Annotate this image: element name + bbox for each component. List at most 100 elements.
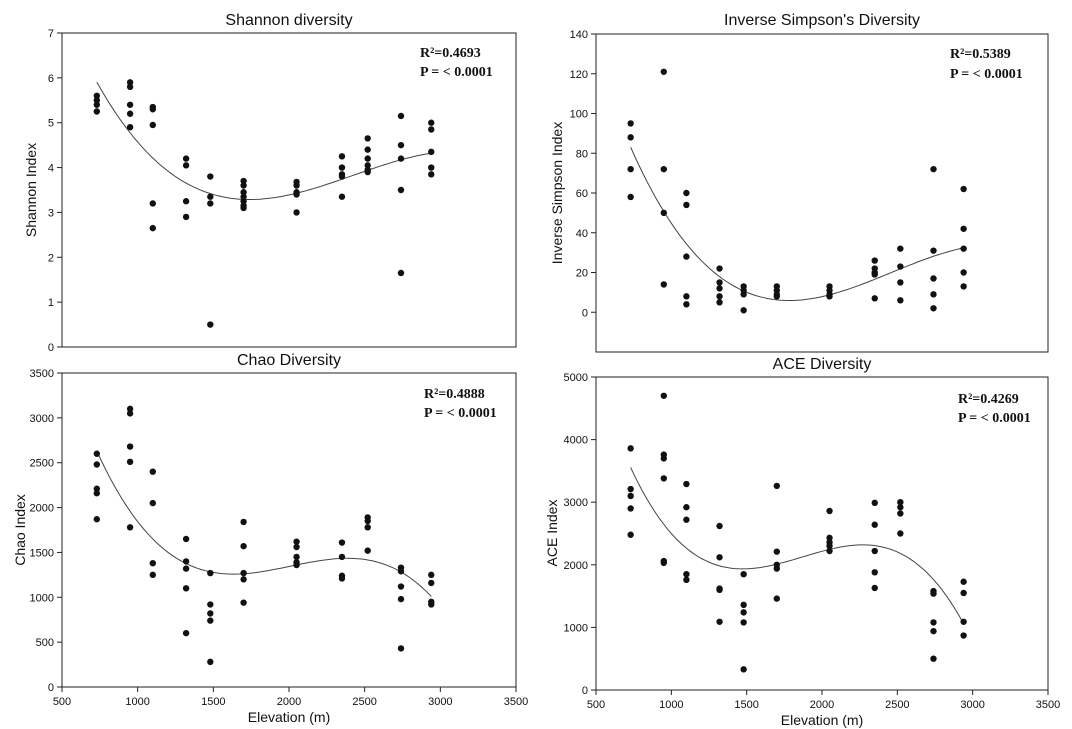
data-point: [660, 281, 667, 288]
panel-inverse-simpson: Inverse Simpson's Diversity Inverse Simp…: [549, 12, 1049, 353]
data-point: [773, 595, 780, 602]
p-value-label: P = < 0.0001: [424, 406, 497, 421]
data-point: [240, 576, 247, 583]
data-point: [897, 245, 904, 252]
data-point: [240, 518, 247, 526]
y-tick-label: 140: [570, 29, 588, 41]
data-point: [897, 499, 904, 506]
x-tick-label: 1000: [125, 696, 149, 708]
data-point: [871, 569, 878, 576]
data-point: [871, 521, 878, 528]
data-point: [207, 173, 214, 180]
data-point: [683, 516, 690, 523]
y-tick-label: 1: [48, 297, 54, 309]
data-point: [627, 120, 634, 127]
data-point: [716, 586, 723, 594]
data-point: [126, 410, 134, 417]
data-point: [397, 645, 405, 652]
data-point: [93, 97, 101, 104]
data-point: [93, 101, 101, 108]
p-value-label: P = < 0.0001: [420, 65, 493, 80]
data-point: [397, 141, 405, 149]
data-point: [93, 516, 101, 523]
y-tick-label: 4: [48, 163, 54, 175]
data-point: [126, 101, 134, 108]
data-point: [207, 321, 214, 328]
data-point: [930, 655, 937, 662]
y-tick-label: 3: [48, 207, 54, 219]
data-point: [240, 193, 247, 200]
y-tick-label: 0: [582, 685, 588, 697]
data-point: [207, 569, 214, 577]
data-point: [364, 135, 371, 142]
data-point: [683, 201, 690, 209]
data-point: [93, 485, 101, 492]
data-point: [428, 579, 435, 587]
data-point: [207, 601, 214, 608]
data-point: [683, 253, 690, 260]
y-tick-label: 3500: [30, 368, 54, 380]
y-tick-label: 1000: [564, 622, 588, 634]
data-point: [740, 291, 747, 298]
data-point: [126, 443, 134, 450]
data-point: [240, 189, 247, 196]
data-point: [293, 538, 300, 545]
data-point: [660, 392, 667, 399]
x-tick-label: 2500: [352, 696, 376, 708]
data-point: [338, 153, 346, 160]
data-point: [428, 126, 435, 133]
data-point: [182, 535, 190, 543]
y-tick-label: 60: [576, 188, 588, 200]
data-point: [126, 79, 134, 86]
data-point: [716, 293, 723, 300]
y-tick-label: 3000: [564, 497, 588, 509]
data-point: [338, 164, 346, 171]
data-point: [397, 568, 405, 575]
x-tick-label: 3500: [1036, 699, 1060, 711]
data-point: [364, 524, 371, 531]
data-point: [149, 200, 156, 207]
data-point: [826, 507, 833, 515]
data-point: [207, 200, 214, 207]
data-point: [740, 609, 747, 616]
data-point: [428, 171, 435, 178]
data-point: [126, 405, 134, 413]
data-point: [428, 601, 435, 608]
y-tick-label: 2000: [30, 503, 54, 515]
data-point: [240, 599, 247, 606]
data-point: [716, 279, 723, 286]
data-point: [660, 475, 667, 482]
data-point: [182, 198, 190, 205]
data-point: [930, 247, 937, 254]
data-point: [627, 193, 634, 201]
data-point: [182, 155, 190, 162]
data-point: [397, 595, 405, 603]
y-tick-label: 1500: [30, 547, 54, 559]
x-tick-label: 2000: [277, 696, 301, 708]
data-point: [293, 543, 300, 551]
data-point: [149, 571, 156, 579]
p-value-label: P = < 0.0001: [958, 411, 1031, 426]
data-point: [338, 173, 346, 180]
data-point: [826, 542, 833, 550]
y-tick-label: 5000: [564, 372, 588, 384]
data-point: [960, 185, 967, 193]
data-point: [627, 492, 634, 500]
panel-shannon: Shannon diversity Shannon Index R²=0.469…: [23, 12, 517, 354]
data-point: [149, 468, 156, 475]
data-point: [93, 450, 101, 457]
data-point: [126, 110, 134, 117]
data-point: [293, 561, 300, 569]
y-axis-label: ACE Index: [544, 500, 560, 567]
data-point: [683, 293, 690, 300]
y-tick-label: 20: [576, 268, 588, 280]
y-tick-label: 40: [576, 228, 588, 240]
data-point: [773, 565, 780, 572]
data-point: [240, 182, 247, 189]
data-point: [740, 570, 747, 578]
data-point: [182, 162, 190, 169]
data-point: [627, 165, 634, 173]
data-point: [149, 499, 156, 507]
data-point: [871, 499, 878, 507]
